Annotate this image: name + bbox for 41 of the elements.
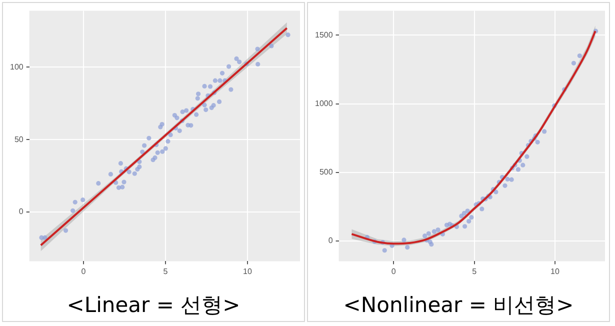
point [494,190,498,194]
y-tick-label: 0 [18,207,24,216]
x-tick-label: 0 [81,267,86,276]
point [466,218,472,224]
y-tick-label: 1000 [315,98,334,108]
text: <Nonlinear = 비선형> [343,292,574,317]
point [509,177,514,182]
point [520,162,526,168]
x-tick-label: 5 [163,267,168,276]
point [469,215,474,220]
text: <Linear = 선형> [66,292,240,317]
point [462,210,466,216]
point [432,229,436,234]
x-tick-label: 5 [472,267,478,276]
x-tick-label: 10 [243,267,253,276]
point [516,167,520,172]
point [436,227,440,232]
point [426,231,431,236]
y-tick-label: 0 [328,236,334,246]
point [502,183,508,188]
point [462,224,468,229]
point [422,234,428,238]
point [535,140,540,144]
y-tick-label: 500 [319,168,334,177]
point [542,129,547,134]
point [571,60,576,66]
x-tick-label: 10 [550,267,560,276]
y-tick-label: 1500 [315,30,334,40]
point [459,214,464,218]
point [480,206,484,212]
y-tick-label: 50 [14,134,24,144]
point [402,238,406,242]
point [577,53,582,58]
point [505,176,510,182]
point [405,245,410,250]
x-tick-label: 0 [391,267,396,276]
point [524,154,530,159]
point [382,248,387,253]
y-tick-label: 100 [10,62,24,72]
point [465,208,470,214]
point [429,242,434,247]
